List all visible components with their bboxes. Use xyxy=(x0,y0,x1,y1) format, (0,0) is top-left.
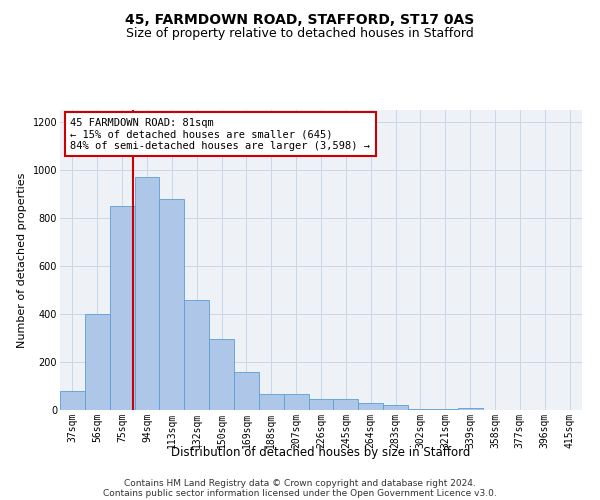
Bar xyxy=(259,394,284,410)
Text: Contains HM Land Registry data © Crown copyright and database right 2024.: Contains HM Land Registry data © Crown c… xyxy=(124,478,476,488)
Text: Size of property relative to detached houses in Stafford: Size of property relative to detached ho… xyxy=(126,28,474,40)
Bar xyxy=(184,300,209,410)
Text: Distribution of detached houses by size in Stafford: Distribution of detached houses by size … xyxy=(172,446,470,459)
Bar xyxy=(110,206,134,410)
Text: Contains public sector information licensed under the Open Government Licence v3: Contains public sector information licen… xyxy=(103,488,497,498)
Bar xyxy=(308,398,334,410)
Bar xyxy=(334,398,358,410)
Bar xyxy=(209,339,234,410)
Text: 45, FARMDOWN ROAD, STAFFORD, ST17 0AS: 45, FARMDOWN ROAD, STAFFORD, ST17 0AS xyxy=(125,12,475,26)
Bar xyxy=(458,408,482,410)
Bar xyxy=(234,372,259,410)
Y-axis label: Number of detached properties: Number of detached properties xyxy=(17,172,27,348)
Bar xyxy=(60,391,85,410)
Text: 45 FARMDOWN ROAD: 81sqm
← 15% of detached houses are smaller (645)
84% of semi-d: 45 FARMDOWN ROAD: 81sqm ← 15% of detache… xyxy=(70,118,370,150)
Bar xyxy=(134,177,160,410)
Bar xyxy=(284,394,308,410)
Bar xyxy=(160,199,184,410)
Bar xyxy=(408,409,433,410)
Bar xyxy=(358,403,383,410)
Bar xyxy=(383,405,408,410)
Bar xyxy=(85,314,110,410)
